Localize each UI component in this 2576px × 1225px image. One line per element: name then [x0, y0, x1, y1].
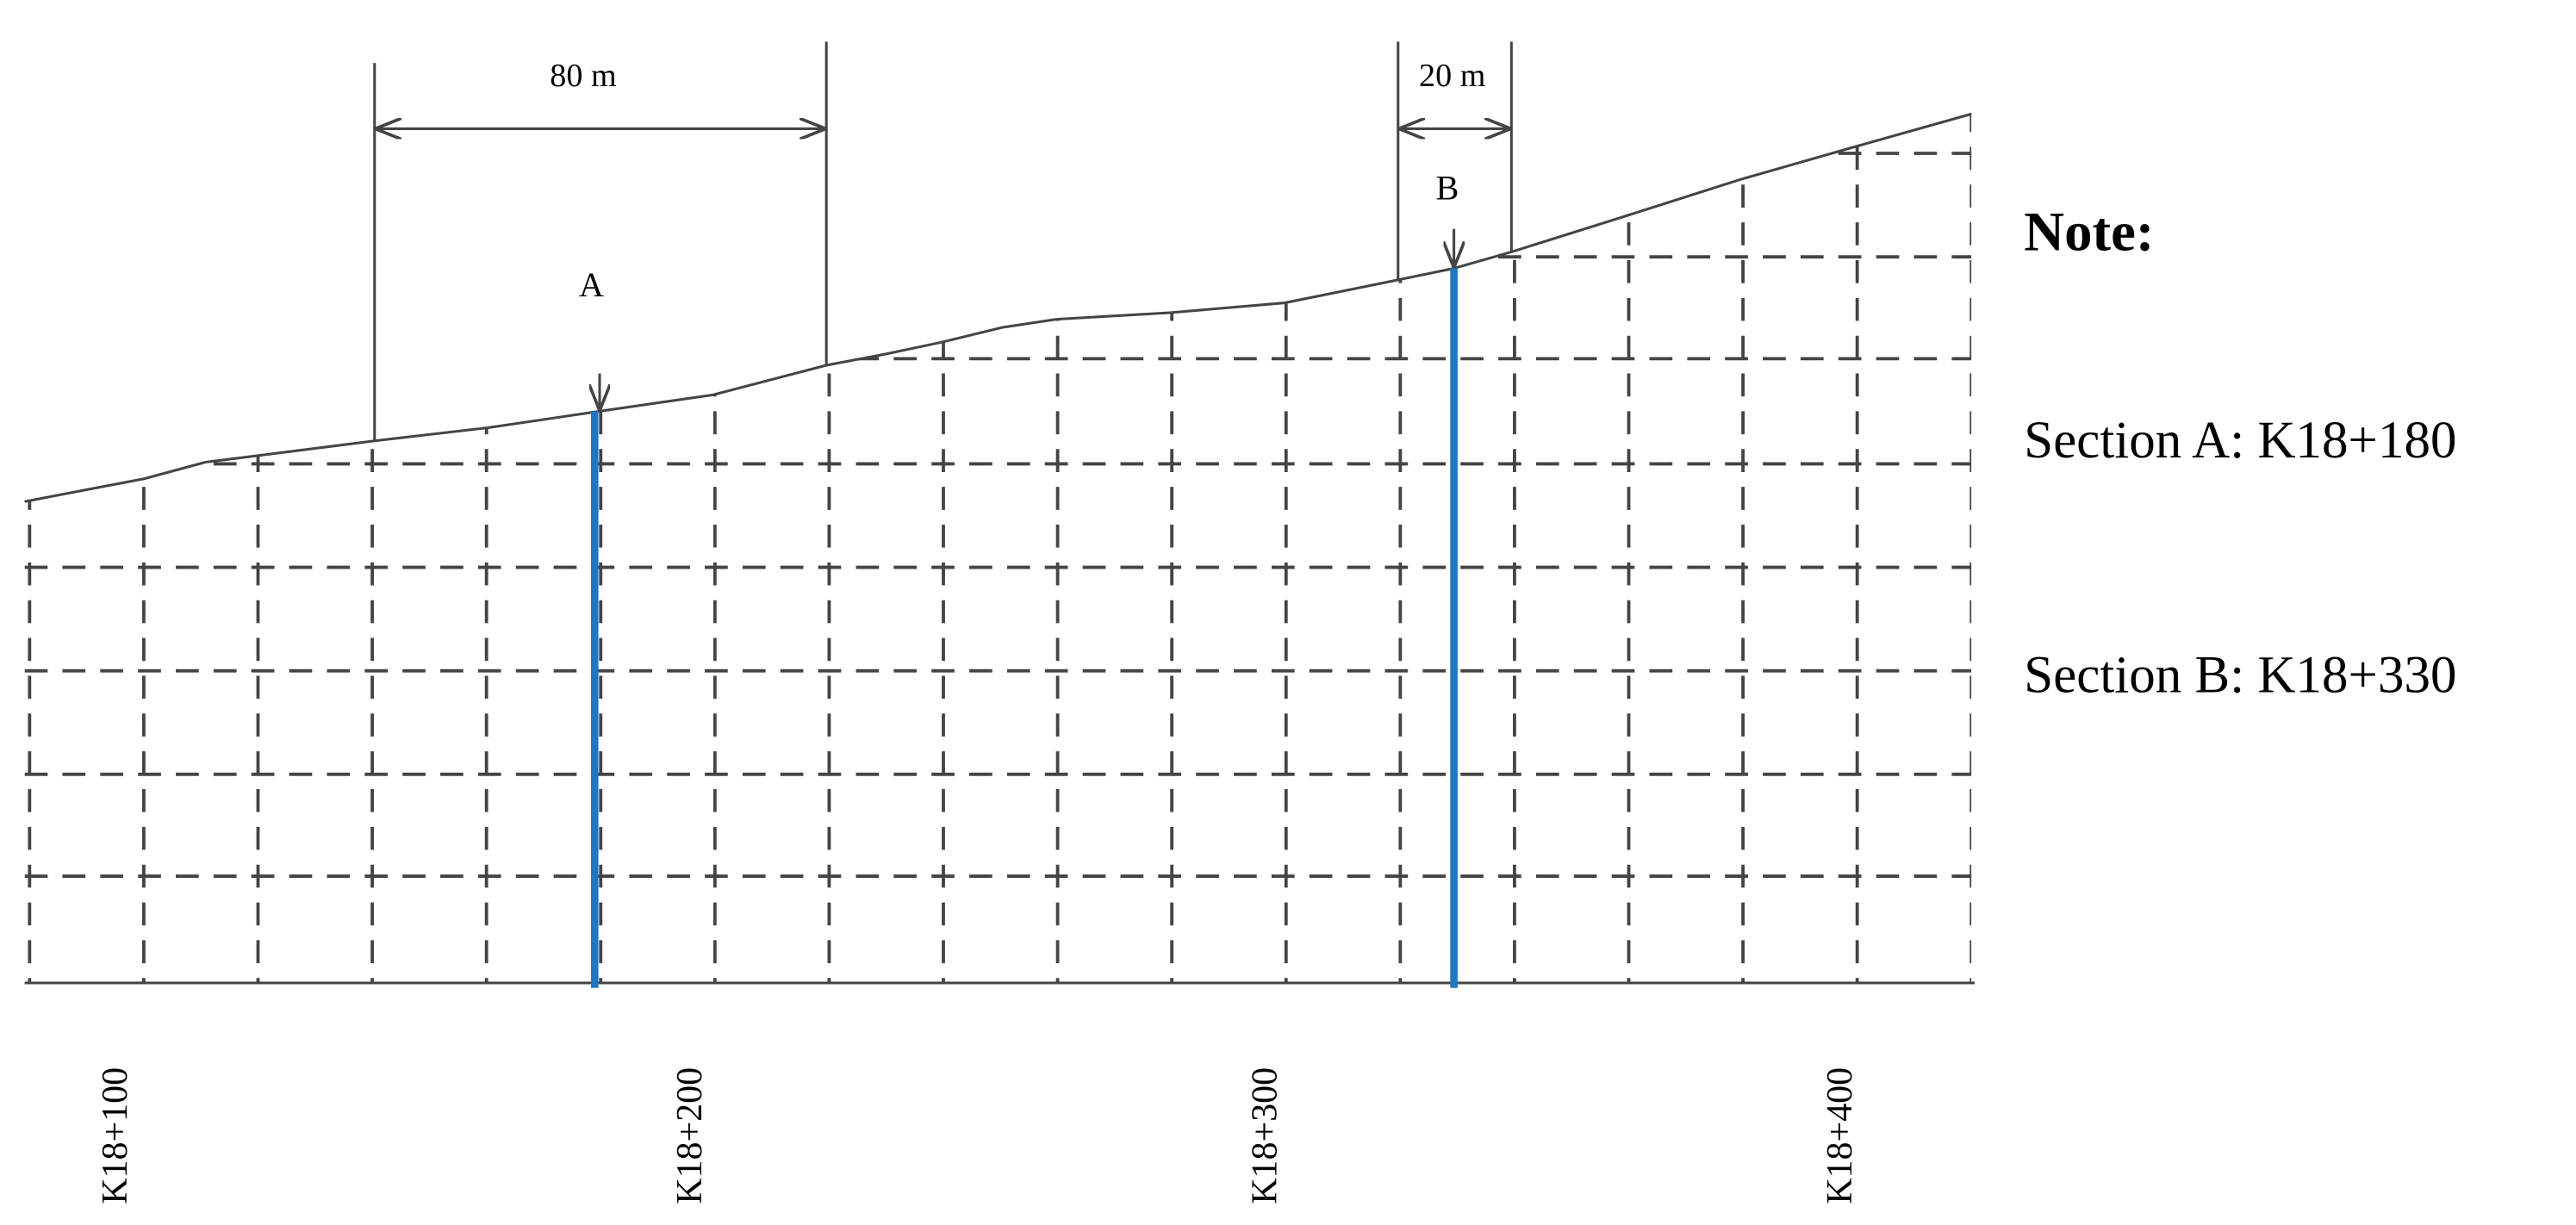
dimension-label: 20 m	[1419, 58, 1486, 94]
grid	[24, 114, 1972, 984]
station-label: K18+200	[670, 1067, 710, 1204]
station-label: K18+100	[96, 1067, 135, 1204]
ground-profile	[24, 112, 1972, 503]
dimension-label: 80 m	[550, 58, 617, 94]
station-label: K18+300	[1246, 1067, 1285, 1204]
section-marker: A	[579, 265, 604, 304]
section-marker: B	[1436, 168, 1459, 207]
station-label: K18+400	[1820, 1067, 1860, 1204]
note-line: Section B: K18+330	[2024, 646, 2456, 704]
note-title: Note:	[2024, 202, 2154, 264]
note-line: Section A: K18+180	[2024, 412, 2456, 469]
